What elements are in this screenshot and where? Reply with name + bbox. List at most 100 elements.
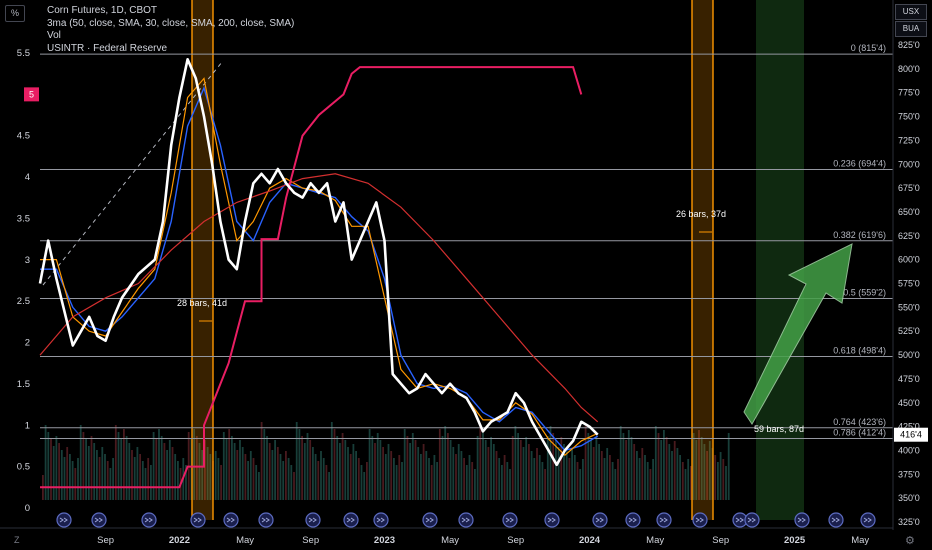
event-markers[interactable]	[56, 512, 876, 528]
volume-bar	[533, 458, 536, 500]
volume-bar	[136, 447, 139, 500]
event-marker-icon[interactable]	[223, 512, 239, 528]
volume-bar	[303, 443, 306, 500]
volume-bar	[198, 443, 201, 500]
volume-bar	[676, 448, 679, 500]
event-marker-icon[interactable]	[502, 512, 518, 528]
volume-bar	[168, 440, 171, 500]
volume-bar	[727, 433, 730, 500]
event-marker-glyph	[797, 517, 806, 523]
event-marker-glyph	[831, 517, 840, 523]
event-marker-icon[interactable]	[141, 512, 157, 528]
fib-level-label: 0.764 (423'6)	[833, 417, 886, 427]
volume-bar	[390, 451, 393, 500]
volume-bar	[298, 429, 301, 500]
volume-bar	[279, 454, 282, 500]
gear-icon[interactable]: ⚙	[905, 535, 915, 547]
volume-bar	[44, 425, 47, 500]
volume-bar	[236, 450, 239, 500]
last-price-badge	[894, 427, 928, 442]
volume-bar	[47, 432, 50, 500]
volume-bar	[268, 443, 271, 500]
volume-bar	[244, 454, 247, 500]
volume-bar	[271, 450, 274, 500]
time-axis-label: Sep	[97, 535, 114, 546]
volume-bar	[695, 440, 698, 500]
event-marker-icon[interactable]	[258, 512, 274, 528]
rate-badge	[24, 87, 39, 102]
event-marker-icon[interactable]	[625, 512, 641, 528]
event-marker-icon[interactable]	[373, 512, 389, 528]
right-axis-tick: 700'0	[898, 159, 920, 169]
volume-bar	[455, 454, 457, 500]
event-marker-icon[interactable]	[422, 512, 438, 528]
right-axis-tick: 650'0	[898, 207, 920, 217]
volume-bar	[660, 440, 663, 500]
zoom-left-button[interactable]: Z	[14, 535, 20, 545]
volume-bar	[260, 422, 263, 500]
volume-bar	[193, 429, 195, 500]
left-axis-tick: 5.5	[17, 48, 30, 59]
currency-button[interactable]: USX	[895, 4, 927, 20]
event-marker-icon[interactable]	[305, 512, 321, 528]
volume-bar	[344, 440, 347, 500]
volume-bar	[606, 448, 609, 500]
volume-bar	[341, 433, 344, 500]
volume-bar	[511, 436, 514, 500]
event-marker-glyph	[547, 517, 556, 523]
volume-bar	[141, 461, 144, 500]
volume-bar	[114, 425, 117, 500]
volume-bar	[452, 447, 455, 500]
event-marker-icon[interactable]	[458, 512, 474, 528]
event-marker-icon[interactable]	[744, 512, 760, 528]
volume-bar	[376, 433, 379, 500]
volume-bar	[582, 459, 584, 500]
volume-bar	[406, 436, 409, 500]
event-marker-icon[interactable]	[828, 512, 844, 528]
orange-time-band	[192, 0, 213, 520]
right-axis-tick: 550'0	[898, 302, 920, 312]
volume-bar	[206, 447, 209, 500]
volume-bar	[611, 462, 614, 500]
event-marker-icon[interactable]	[794, 512, 810, 528]
volume-bar	[444, 426, 447, 500]
volume-bar	[598, 444, 600, 500]
volume-bar	[576, 462, 579, 500]
volume-bar	[649, 469, 652, 500]
volume-bar	[528, 444, 530, 500]
volume-bar	[725, 466, 727, 500]
event-marker-icon[interactable]	[860, 512, 876, 528]
event-marker-icon[interactable]	[544, 512, 560, 528]
volume-bar	[50, 439, 52, 500]
event-marker-glyph	[735, 517, 744, 523]
event-marker-icon[interactable]	[592, 512, 608, 528]
volume-bar	[258, 472, 260, 500]
volume-bar	[52, 446, 55, 500]
event-marker-glyph	[747, 517, 756, 523]
volume-bar	[371, 436, 374, 500]
volume-bar	[360, 465, 363, 500]
volume-bar	[557, 447, 560, 500]
volume-bar	[82, 432, 85, 500]
left-axis-tick: 1.5	[17, 379, 30, 390]
ma-200-line	[39, 173, 599, 423]
event-marker-icon[interactable]	[656, 512, 672, 528]
event-marker-icon[interactable]	[56, 512, 72, 528]
volume-bar	[436, 462, 438, 500]
event-marker-glyph	[425, 517, 434, 523]
volume-bar	[90, 436, 93, 500]
volume-bar	[717, 462, 719, 500]
volume-bar	[657, 433, 660, 500]
event-marker-icon[interactable]	[91, 512, 107, 528]
unit-button[interactable]: BUA	[895, 21, 927, 37]
event-marker-icon[interactable]	[343, 512, 359, 528]
event-marker-icon[interactable]	[692, 512, 708, 528]
volume-bar	[379, 440, 382, 500]
event-marker-glyph	[863, 517, 872, 523]
event-marker-icon[interactable]	[190, 512, 206, 528]
percent-scale-button[interactable]: %	[5, 5, 25, 22]
volume-bar	[614, 469, 617, 500]
volume-bar	[384, 454, 387, 500]
volume-bar	[417, 447, 420, 500]
